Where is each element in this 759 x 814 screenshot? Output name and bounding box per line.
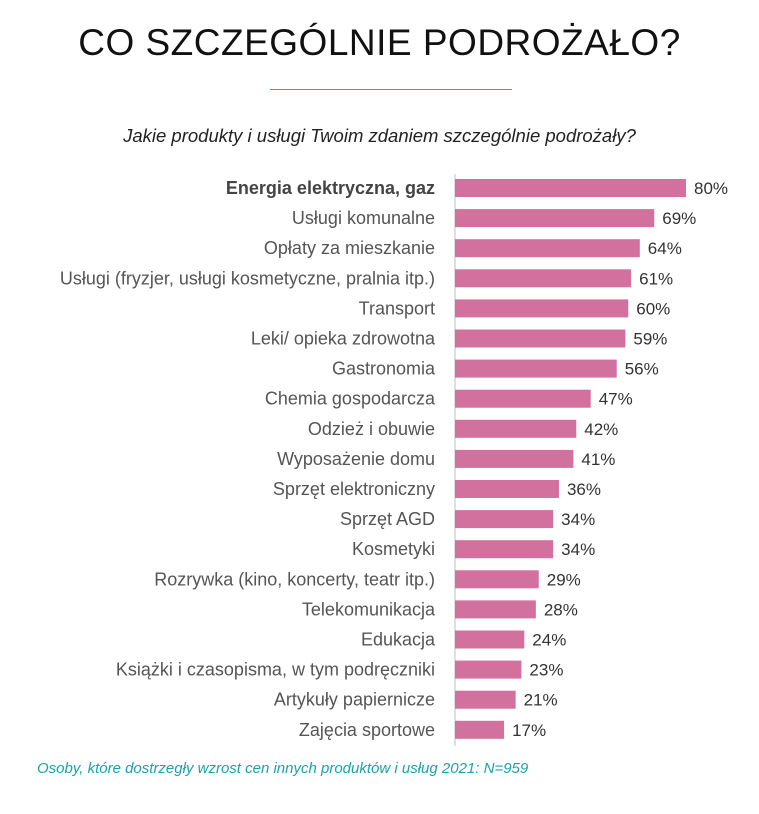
chart-title: CO SZCZEGÓLNIE PODROŻAŁO? bbox=[78, 22, 681, 63]
bar bbox=[455, 690, 516, 709]
category-label: Odzież i obuwie bbox=[308, 419, 435, 439]
category-label: Kosmetyki bbox=[352, 539, 435, 559]
value-label: 36% bbox=[567, 480, 601, 499]
bar bbox=[455, 720, 505, 739]
category-label: Telekomunikacja bbox=[302, 599, 436, 619]
value-label: 28% bbox=[544, 600, 578, 619]
bar bbox=[455, 359, 617, 378]
category-label: Leki/ opieka zdrowotna bbox=[251, 329, 436, 349]
value-label: 34% bbox=[561, 510, 595, 529]
value-label: 59% bbox=[633, 330, 667, 349]
value-label: 23% bbox=[529, 661, 563, 680]
value-label: 29% bbox=[547, 570, 581, 589]
category-label: Transport bbox=[359, 298, 435, 318]
value-label: 17% bbox=[512, 721, 546, 740]
value-label: 41% bbox=[581, 450, 615, 469]
category-label: Usługi komunalne bbox=[292, 208, 435, 228]
bar bbox=[455, 600, 536, 619]
bar bbox=[455, 510, 554, 529]
title-underline bbox=[270, 89, 512, 90]
value-label: 60% bbox=[636, 299, 670, 318]
bar bbox=[455, 239, 640, 258]
category-label: Zajęcia sportowe bbox=[299, 720, 435, 740]
category-label: Sprzęt elektroniczny bbox=[273, 479, 435, 499]
bar bbox=[455, 570, 539, 589]
value-label: 47% bbox=[599, 390, 633, 409]
value-label: 80% bbox=[694, 179, 728, 198]
bar bbox=[455, 660, 522, 679]
category-label: Sprzęt AGD bbox=[340, 509, 435, 529]
value-label: 56% bbox=[625, 360, 659, 379]
value-label: 69% bbox=[662, 209, 696, 228]
category-label: Artykuły papiernicze bbox=[274, 690, 435, 710]
value-label: 64% bbox=[648, 239, 682, 258]
category-label: Opłaty za mieszkanie bbox=[264, 238, 435, 258]
value-label: 61% bbox=[639, 269, 673, 288]
category-label: Chemia gospodarcza bbox=[265, 389, 436, 409]
bar bbox=[455, 480, 559, 498]
bar bbox=[455, 179, 686, 197]
bar bbox=[455, 630, 525, 649]
value-label: 34% bbox=[561, 540, 595, 559]
bar bbox=[455, 419, 577, 438]
bar bbox=[455, 449, 574, 468]
bar bbox=[455, 209, 655, 228]
category-label: Energia elektryczna, gaz bbox=[226, 178, 435, 198]
category-label: Wyposażenie domu bbox=[277, 449, 435, 469]
bar bbox=[455, 299, 629, 318]
category-label: Edukacja bbox=[361, 630, 436, 650]
value-label: 24% bbox=[532, 631, 566, 650]
bar-chart: Energia elektryczna, gaz 80% Usługi komuna… bbox=[60, 174, 728, 746]
category-label: Rozrywka (kino, koncerty, teatr itp.) bbox=[154, 569, 435, 589]
bar bbox=[455, 329, 626, 348]
value-label: 42% bbox=[584, 420, 618, 439]
category-label: Usługi (fryzjer, usługi kosmetyczne, pra… bbox=[60, 268, 435, 288]
chart-subtitle: Jakie produkty i usługi Twoim zdaniem sz… bbox=[123, 125, 636, 146]
bar bbox=[455, 540, 554, 559]
category-label: Gastronomia bbox=[332, 359, 436, 379]
bar bbox=[455, 269, 632, 288]
value-label: 21% bbox=[524, 691, 558, 710]
category-label: Książki i czasopisma, w tym podręczniki bbox=[116, 660, 435, 680]
bar bbox=[455, 389, 591, 408]
footnote: Osoby, które dostrzegły wzrost cen innyc… bbox=[37, 760, 529, 777]
